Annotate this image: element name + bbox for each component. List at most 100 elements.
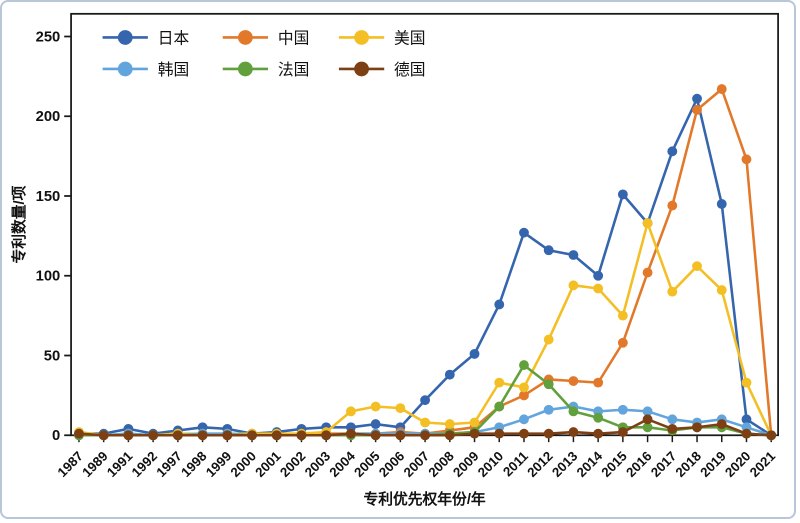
data-point: [172, 430, 183, 441]
data-point: [345, 406, 356, 417]
x-tick-label: 2002: [277, 448, 308, 479]
data-point: [642, 406, 653, 417]
y-tick-label: 250: [36, 29, 61, 45]
data-point: [741, 428, 752, 439]
data-point: [444, 419, 455, 430]
data-point: [593, 377, 604, 388]
y-axis-title: 专利数量/项: [10, 185, 28, 263]
legend-dot-marker: [354, 61, 369, 77]
data-point: [692, 93, 702, 104]
legend-label: 美国: [394, 29, 426, 47]
data-point: [74, 428, 84, 439]
x-tick-label: 1987: [55, 448, 86, 479]
x-tick-label: 2001: [252, 448, 284, 480]
data-point: [692, 104, 702, 115]
data-point: [222, 430, 233, 441]
x-tick-label: 2015: [598, 448, 630, 480]
data-point: [469, 348, 480, 359]
series-line: [77, 97, 773, 437]
data-point: [469, 417, 480, 428]
data-point: [420, 395, 431, 406]
x-tick-label: 2018: [673, 448, 704, 479]
data-point: [519, 414, 529, 425]
data-point: [593, 283, 604, 294]
data-point: [395, 403, 406, 414]
data-point: [543, 379, 554, 390]
data-point: [568, 427, 579, 438]
data-point: [395, 430, 406, 441]
legend-item: 日本: [102, 29, 189, 47]
x-tick-label: 2004: [326, 448, 358, 480]
data-point: [494, 401, 505, 412]
data-point: [420, 430, 431, 441]
x-tick-label: 2003: [302, 448, 333, 479]
data-point: [617, 310, 628, 321]
data-point: [741, 414, 752, 425]
data-point: [543, 404, 554, 415]
data-point: [692, 422, 702, 433]
legend-label: 法国: [278, 61, 310, 79]
series-2: [74, 84, 777, 441]
y-tick-label: 150: [36, 189, 61, 205]
x-tick-label: 2011: [500, 448, 531, 479]
data-point: [741, 377, 752, 388]
data-point: [296, 430, 307, 441]
data-point: [519, 360, 529, 371]
data-point: [444, 369, 455, 380]
data-point: [642, 422, 653, 433]
x-tick-label: 2016: [623, 448, 654, 479]
x-tick-label: 1991: [104, 448, 136, 480]
x-tick-label: 2019: [697, 448, 728, 479]
x-tick-label: 2009: [450, 448, 481, 479]
legend-item: 法国: [222, 61, 310, 79]
data-point: [692, 261, 702, 272]
legend-dot-marker: [237, 61, 253, 77]
x-tick-label: 2008: [425, 448, 456, 479]
x-tick-label: 1999: [203, 448, 234, 479]
data-point: [271, 430, 282, 441]
legend-label: 中国: [278, 29, 310, 47]
data-point: [716, 419, 727, 430]
series-6: [74, 414, 777, 441]
legend-item: 德国: [338, 61, 426, 79]
series-1: [74, 93, 777, 441]
data-point: [148, 430, 159, 441]
legend-dot-marker: [354, 30, 369, 45]
data-point: [568, 280, 579, 291]
x-tick-label: 2017: [648, 448, 679, 479]
x-tick-label: 2006: [376, 448, 407, 479]
x-tick-label: 2021: [747, 448, 779, 480]
data-point: [741, 154, 752, 165]
data-point: [642, 218, 653, 229]
data-point: [568, 376, 579, 386]
data-point: [197, 430, 208, 441]
data-point: [345, 428, 356, 439]
legend-label: 德国: [394, 61, 426, 79]
x-tick-label: 1997: [153, 448, 184, 479]
legend-label: 韩国: [158, 61, 190, 79]
x-axis-title: 专利优先权年份/年: [363, 490, 485, 508]
data-point: [98, 430, 109, 441]
data-point: [519, 382, 529, 393]
x-tick-label: 2020: [722, 448, 753, 479]
data-point: [667, 286, 678, 297]
data-point: [617, 337, 628, 348]
data-point: [543, 245, 554, 256]
data-point: [494, 377, 505, 388]
legend-dot-marker: [117, 30, 133, 45]
data-point: [568, 406, 579, 417]
data-point: [494, 428, 505, 439]
data-point: [494, 299, 505, 310]
data-point: [519, 390, 529, 401]
x-tick-label: 2000: [228, 448, 259, 479]
x-tick-label: 2005: [351, 448, 383, 480]
y-tick-label: 100: [36, 269, 61, 285]
x-tick-label: 1989: [79, 448, 110, 479]
data-point: [667, 146, 678, 157]
data-point: [593, 412, 604, 423]
legend-dot-marker: [117, 61, 133, 77]
legend-item: 韩国: [102, 61, 190, 79]
data-point: [617, 404, 628, 415]
x-tick-label: 2014: [574, 448, 606, 480]
